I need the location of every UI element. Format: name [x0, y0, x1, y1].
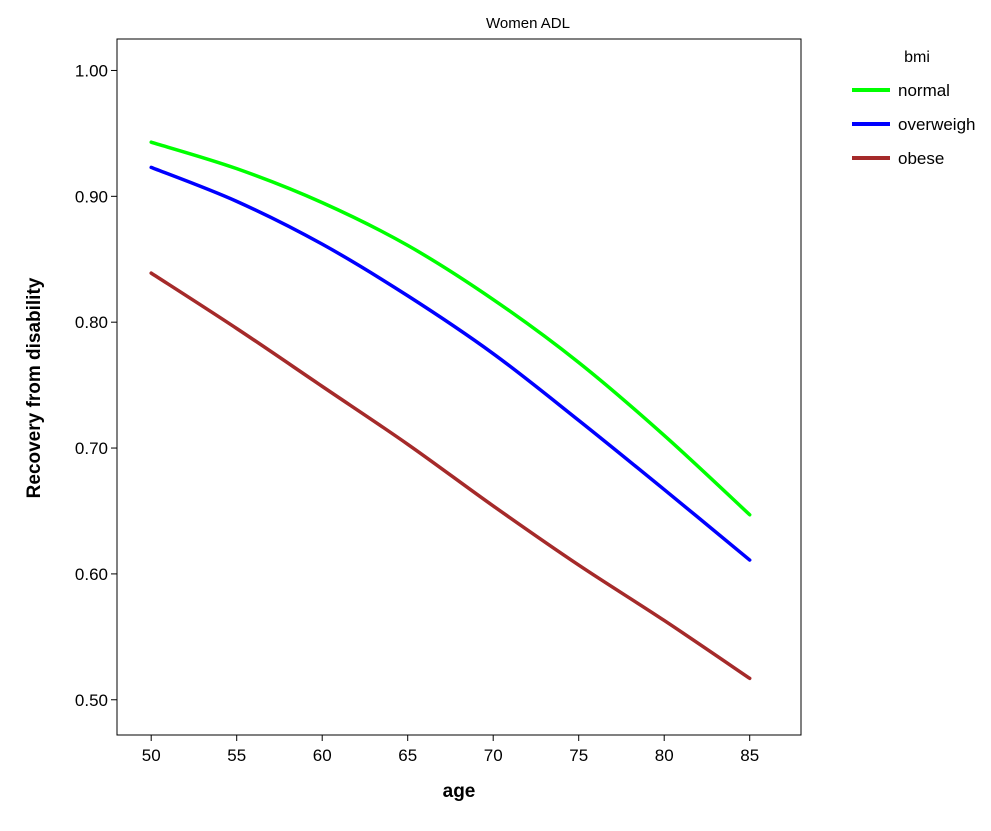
- y-tick-label: 0.70: [75, 439, 108, 458]
- y-tick-label: 1.00: [75, 61, 108, 80]
- y-tick-label: 0.60: [75, 565, 108, 584]
- legend-label-obese: obese: [898, 149, 944, 168]
- x-axis-title: age: [443, 781, 476, 802]
- legend-title: bmi: [904, 49, 930, 66]
- y-tick-label: 0.50: [75, 691, 108, 710]
- x-axis: 50 55 60 65 70 75 80 85: [142, 735, 759, 765]
- chart-title: Women ADL: [486, 15, 570, 32]
- x-tick-label: 80: [655, 746, 674, 765]
- x-tick-label: 50: [142, 746, 161, 765]
- x-tick-label: 70: [484, 746, 503, 765]
- x-tick-label: 55: [227, 746, 246, 765]
- series-line-overweigh: [149, 165, 752, 562]
- y-axis: 0.50 0.60 0.70 0.80 0.90 1.00: [75, 61, 117, 710]
- series-line-normal: [149, 140, 752, 517]
- plot-frame: [116, 38, 802, 736]
- x-tick-label: 75: [569, 746, 588, 765]
- x-tick-label: 85: [740, 746, 759, 765]
- series-line-obese: [149, 271, 752, 681]
- x-tick-label: 60: [313, 746, 332, 765]
- legend-label-overweigh: overweigh: [898, 115, 976, 134]
- y-axis-title: Recovery from disability: [24, 277, 45, 498]
- legend-label-normal: normal: [898, 81, 950, 100]
- y-tick-label: 0.90: [75, 187, 108, 206]
- y-tick-label: 0.80: [75, 313, 108, 332]
- x-tick-label: 65: [398, 746, 417, 765]
- legend: bmi normal overweigh obese: [852, 49, 976, 168]
- legend-items: normal overweigh obese: [852, 81, 976, 168]
- series-lines: [149, 140, 752, 681]
